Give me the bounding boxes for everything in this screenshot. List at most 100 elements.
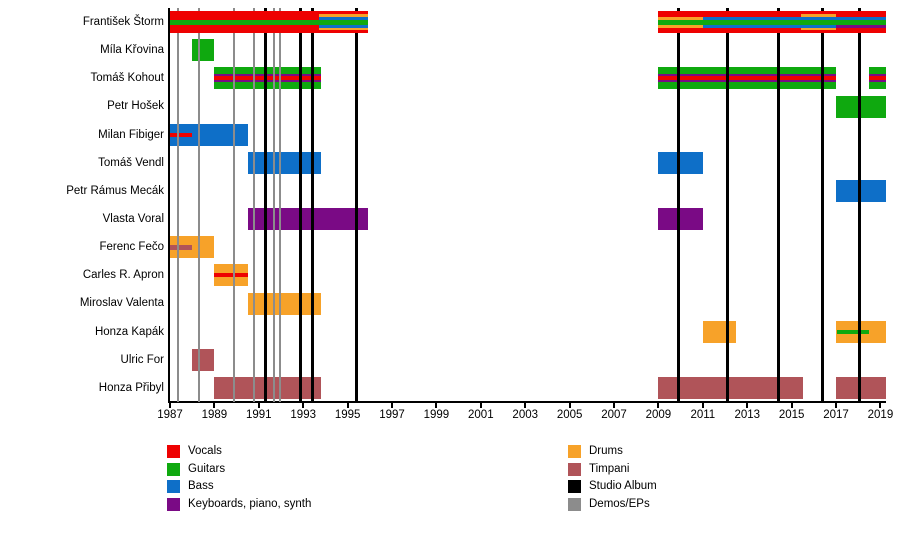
member-label: Petr Rámus Mecák [66, 184, 164, 197]
studio-album-line [857, 8, 861, 402]
plot-area [170, 8, 886, 402]
role-stripe-bass [318, 16, 368, 20]
legend-label: Timpani [589, 462, 630, 475]
role-stripe-vocals [170, 132, 193, 137]
timeline-bar-keyboards [658, 208, 703, 231]
axis-tick [568, 403, 571, 408]
axis-tick-label: 2003 [512, 409, 539, 421]
axis-tick [790, 403, 793, 408]
legend-swatch-vocals [167, 445, 180, 458]
axis-tick [835, 403, 838, 408]
member-label: Honza Přibyl [98, 381, 164, 394]
axis-tick-label: 2005 [556, 409, 583, 421]
member-label: Milan Fibiger [98, 128, 164, 141]
axis-tick-label: 1997 [379, 409, 405, 421]
timeline-bar-drums [702, 320, 737, 343]
axis-tick-label: 2013 [734, 409, 761, 421]
axis-tick-label: 2011 [690, 409, 716, 421]
axis-tick-label: 1989 [201, 409, 228, 421]
studio-album-line [263, 8, 267, 402]
studio-album-line [310, 8, 314, 402]
axis-tick-label: 1995 [334, 409, 361, 421]
member-label: Honza Kapák [94, 325, 164, 338]
role-stripe-bass [702, 24, 837, 28]
axis-tick-label: 1987 [157, 409, 183, 421]
role-stripe-guitars [170, 19, 368, 25]
axis-tick-label: 1993 [290, 409, 316, 421]
member-label: Carles R. Apron [82, 269, 164, 282]
member-label: Tomáš Kohout [90, 72, 164, 85]
role-stripe-keyboards [836, 24, 886, 28]
timeline-bar-bass [836, 179, 886, 202]
role-stripe-drums [800, 14, 837, 17]
axis-tick [479, 403, 482, 408]
legend-swatch-timpani [568, 462, 581, 476]
legend-label: Studio Album [589, 480, 657, 492]
legend-swatch-studio_album [568, 480, 581, 493]
role-stripe-drums [800, 27, 837, 31]
axis-tick [746, 403, 749, 408]
legend-swatch-drums [568, 445, 581, 458]
legend-swatch-demos [568, 497, 581, 511]
axis-tick [524, 403, 527, 408]
role-stripe-bass [702, 16, 886, 20]
member-label: Petr Hošek [107, 100, 164, 113]
demo-line [233, 8, 236, 402]
role-stripe-vocals [214, 76, 321, 81]
axis-tick [879, 403, 882, 408]
timeline-bar-guitars [836, 95, 886, 118]
axis-tick-label: 2015 [778, 409, 805, 421]
axis-tick [701, 403, 704, 408]
demo-line [197, 8, 200, 402]
member-label: Ferenc Fečo [99, 241, 164, 254]
legend-label: Bass [188, 480, 214, 492]
role-stripe-vocals [658, 76, 837, 81]
axis-tick [213, 403, 216, 408]
legend-label: Vocals [188, 445, 222, 457]
axis-tick-label: 2009 [645, 409, 672, 421]
member-label: František Štorm [82, 16, 164, 28]
legend-swatch-guitars [167, 462, 180, 476]
member-label: Vlasta Voral [102, 213, 164, 225]
axis-tick [435, 403, 438, 408]
studio-album-line [776, 8, 780, 402]
studio-album-line [354, 8, 358, 402]
axis-tick [391, 403, 393, 408]
demo-line [278, 8, 281, 402]
studio-album-line [299, 8, 303, 402]
axis-tick [613, 403, 616, 408]
y-axis-line [168, 8, 170, 403]
legend-label: Drums [589, 445, 623, 457]
demo-line [273, 8, 276, 402]
legend-label: Keyboards, piano, synth [188, 497, 312, 510]
member-label: Ulric For [120, 353, 164, 366]
axis-tick [657, 403, 660, 408]
timeline-bar-bass [170, 123, 248, 146]
timeline-bar-timpani [658, 376, 803, 399]
axis-tick [257, 403, 260, 408]
timeline-bar-timpani [836, 376, 886, 399]
axis-tick-label: 1991 [246, 409, 272, 421]
axis-tick-label: 2007 [601, 409, 627, 421]
role-stripe-guitars [658, 19, 886, 25]
role-stripe-timpani [170, 244, 193, 250]
timeline-bar-guitars [192, 39, 215, 62]
member-label: Tomáš Vendl [98, 156, 164, 169]
studio-album-line [676, 8, 680, 402]
timeline-bar-drums [170, 236, 215, 259]
studio-album-line [725, 8, 729, 402]
axis-tick-label: 2017 [823, 409, 849, 421]
role-stripe-vocals [214, 273, 248, 278]
studio-album-line [821, 8, 825, 402]
demo-line [253, 8, 256, 402]
role-stripe-vocals [869, 76, 886, 81]
role-stripe-drums [318, 14, 368, 17]
role-stripe-drums [318, 27, 368, 31]
role-stripe-drums [658, 24, 703, 28]
timeline-bar-timpani [192, 348, 215, 371]
timeline-bar-timpani [214, 376, 321, 399]
legend-label: Guitars [188, 462, 226, 475]
axis-tick-label: 2001 [468, 409, 494, 421]
axis-tick [169, 403, 171, 408]
